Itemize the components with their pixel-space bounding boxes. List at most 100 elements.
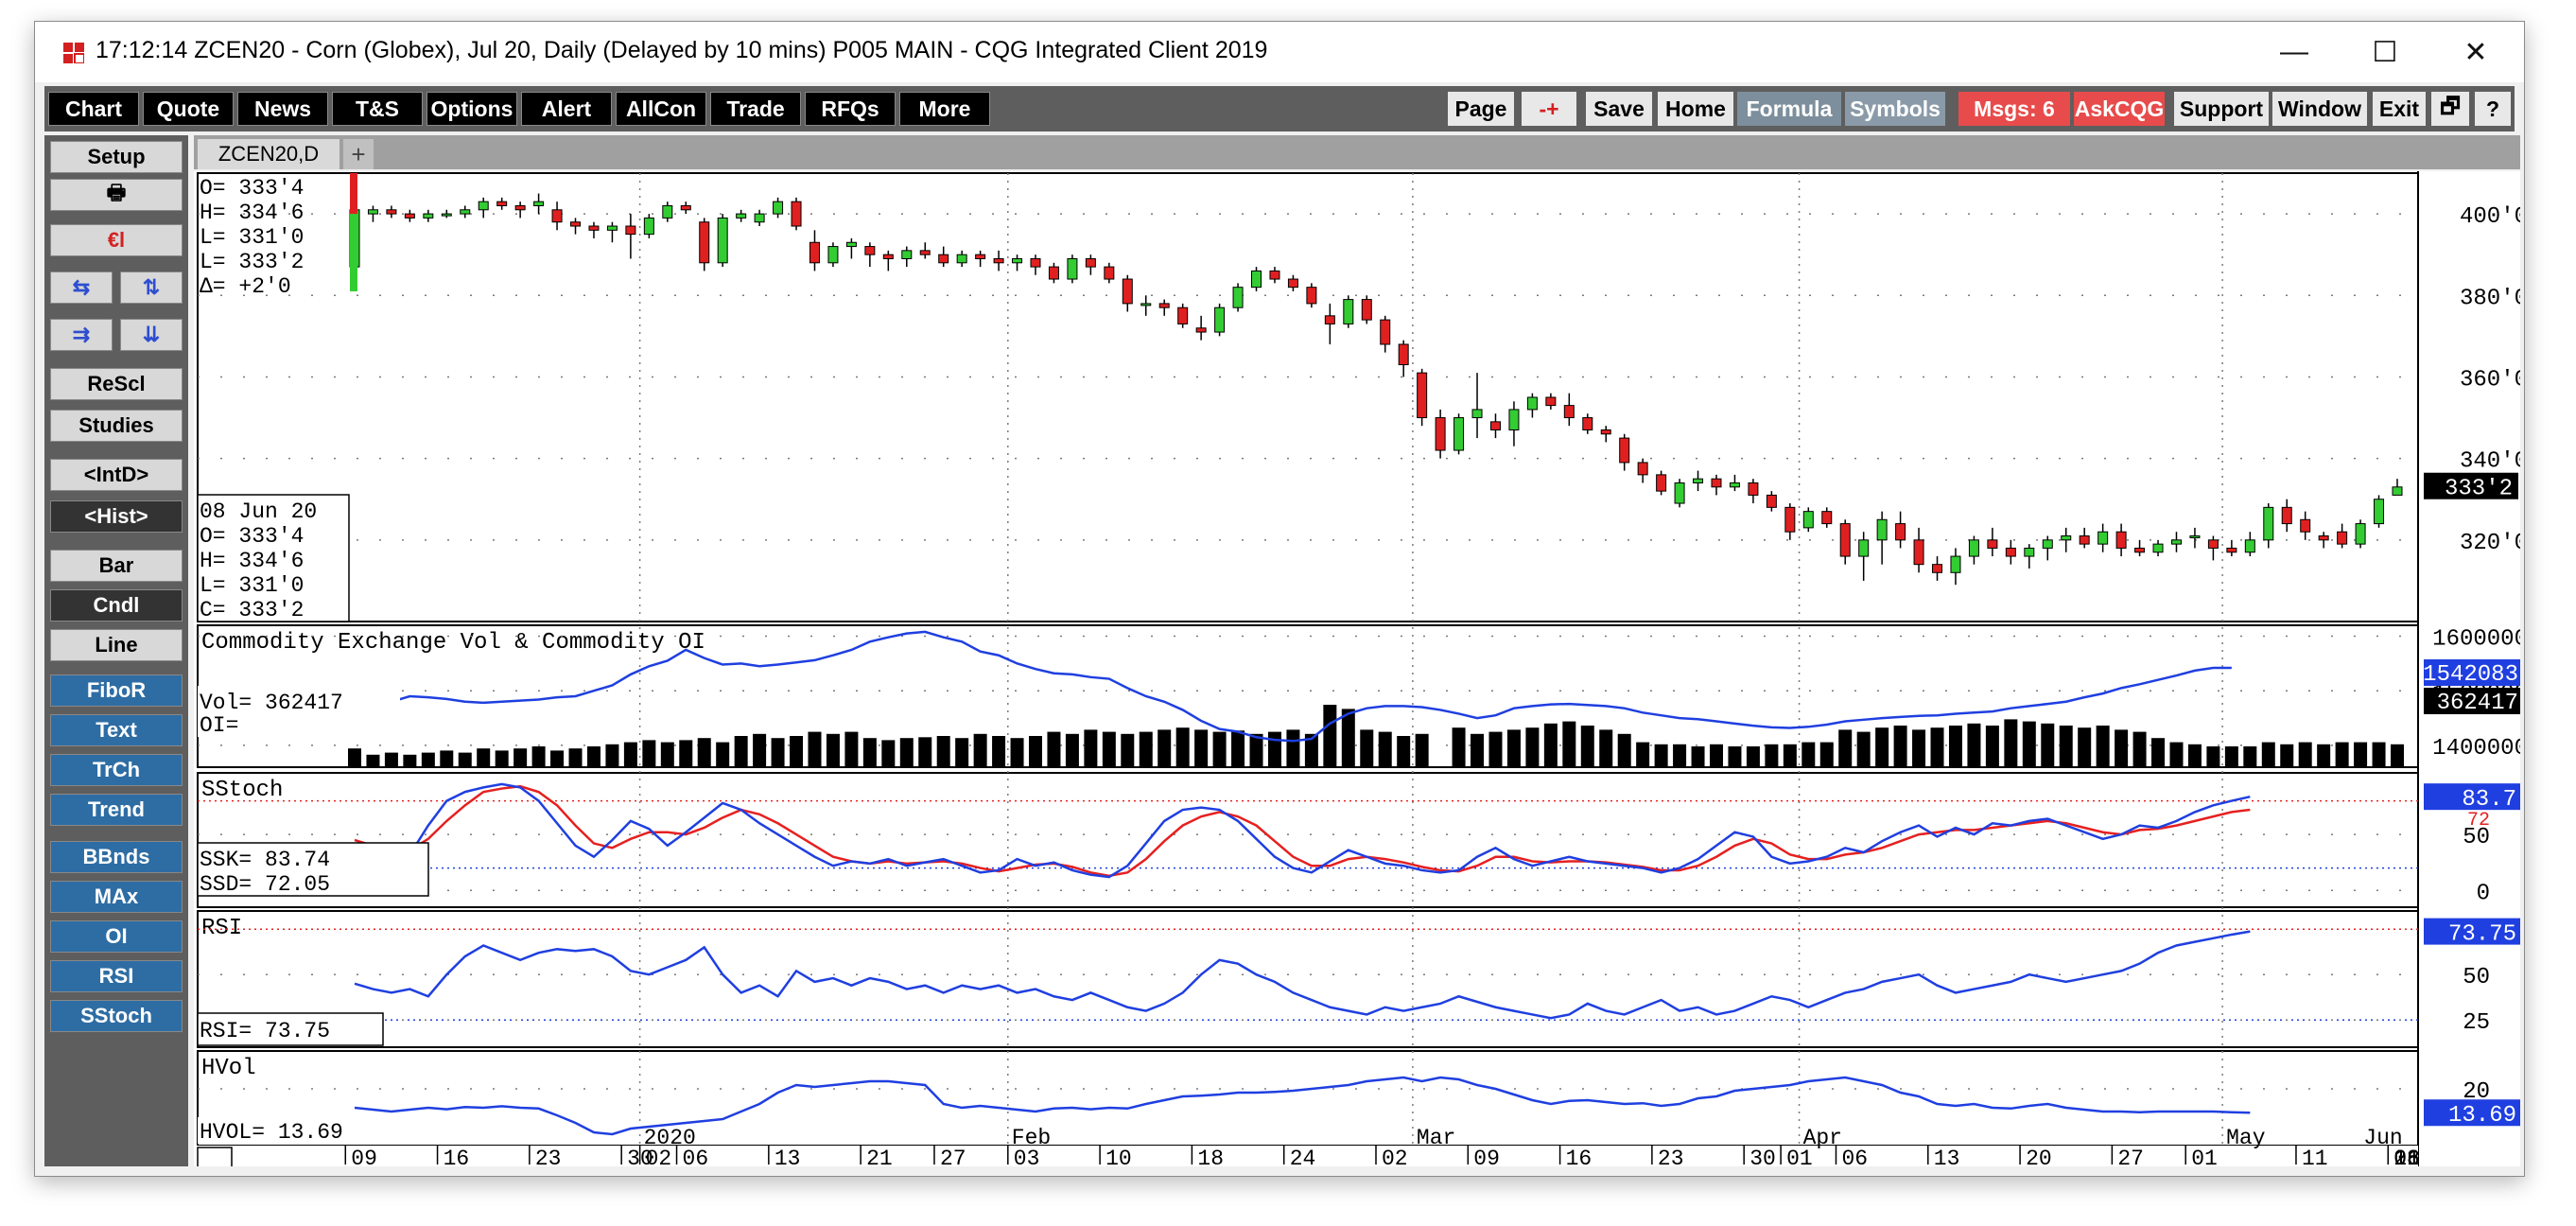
sidebar-rsi[interactable]: RSI xyxy=(50,960,183,992)
volume-bar xyxy=(899,738,914,767)
date-box-line: C= 333'2 xyxy=(200,598,304,622)
chart-area[interactable]: 400'0380'0360'0340'0320'0333'2O= 333'4H=… xyxy=(194,171,2520,1166)
restore-icon[interactable]: 🗗 xyxy=(2431,92,2469,126)
volume-bar xyxy=(2206,746,2220,767)
sidebar-cndl[interactable]: Cndl xyxy=(50,589,183,622)
x-axis-label: 18 xyxy=(2393,1147,2420,1166)
volume-bar xyxy=(2041,723,2055,767)
sidebar-hist[interactable]: <Hist> xyxy=(50,500,183,533)
window-title: 17:12:14 ZCEN20 - Corn (Globex), Jul 20,… xyxy=(96,37,1268,63)
toolbar-news[interactable]: News xyxy=(237,92,328,126)
sidebar-trend[interactable]: Trend xyxy=(50,794,183,826)
print-icon[interactable]: 🖶 xyxy=(50,179,183,211)
tab-zcen20[interactable]: ZCEN20,D xyxy=(198,139,339,169)
x-axis-corner-box xyxy=(197,1147,233,1166)
candle xyxy=(1968,539,1979,557)
toolbar-exit[interactable]: Exit xyxy=(2373,92,2426,126)
candle xyxy=(1674,482,1685,504)
candle xyxy=(2042,539,2053,549)
sidebar-text[interactable]: Text xyxy=(50,714,183,746)
toolbar-rfqs[interactable]: RFQs xyxy=(805,92,896,126)
volume-bar xyxy=(1157,729,1172,767)
volume-bar xyxy=(586,746,600,767)
toolbar-save[interactable]: Save xyxy=(1586,92,1652,126)
add-tab-button[interactable]: + xyxy=(343,139,374,169)
x-axis-label: 02 xyxy=(646,1147,672,1166)
x-axis-label: 03 xyxy=(1014,1147,1040,1166)
minimize-button[interactable]: — xyxy=(2280,36,2308,67)
volume-bar xyxy=(1378,731,1392,767)
sidebar-rescl[interactable]: ReScl xyxy=(50,368,183,400)
expand-horizontal-icon[interactable]: ⇉ xyxy=(50,319,113,351)
toolbar-support[interactable]: Support xyxy=(2174,92,2269,126)
candle xyxy=(2152,543,2164,553)
date-box-line: L= 331'0 xyxy=(200,573,304,598)
volume-bar xyxy=(1341,709,1355,767)
candle xyxy=(1140,303,1152,306)
vol-tick-label: 1400000 xyxy=(2432,736,2520,762)
toolbar-quote[interactable]: Quote xyxy=(143,92,234,126)
volume-bar xyxy=(844,731,859,767)
candle xyxy=(1177,306,1189,324)
toolbar-trade[interactable]: Trade xyxy=(710,92,801,126)
swap-vertical-icon[interactable]: ⇅ xyxy=(120,271,183,304)
candle xyxy=(1895,523,1906,541)
swap-horizontal-icon[interactable]: ⇆ xyxy=(50,271,113,304)
sidebar-trch[interactable]: TrCh xyxy=(50,754,183,786)
toolbar-msgs[interactable]: Msgs: 6 xyxy=(1958,92,2070,126)
sidebar-setup[interactable]: Setup xyxy=(50,141,183,173)
volume-bar xyxy=(1065,733,1079,767)
sidebar-bar[interactable]: Bar xyxy=(50,550,183,582)
volume-bar xyxy=(936,736,950,767)
euro-icon[interactable]: €l xyxy=(50,224,183,256)
toolbar-symbols[interactable]: Symbols xyxy=(1845,92,1945,126)
volume-bar xyxy=(1838,729,1853,767)
ssk-line xyxy=(354,782,2251,879)
toolbar-ts[interactable]: T&S xyxy=(332,92,423,126)
rsi-label: RSI= 73.75 xyxy=(200,1019,330,1043)
volume-bar xyxy=(1543,723,1558,767)
toolbar-chart[interactable]: Chart xyxy=(48,92,139,126)
volume-bar xyxy=(1930,727,1944,767)
candle xyxy=(1287,278,1298,289)
close-button[interactable]: ✕ xyxy=(2463,36,2488,68)
toolbar-window[interactable]: Window xyxy=(2272,92,2367,126)
candle xyxy=(1582,417,1593,430)
toolbar-more[interactable]: More xyxy=(899,92,990,126)
volume-bar xyxy=(2280,744,2294,767)
toolbar-options[interactable]: Options xyxy=(426,92,517,126)
volume-bar xyxy=(1488,731,1503,767)
candle xyxy=(901,250,913,259)
sidebar-max[interactable]: MAx xyxy=(50,881,183,913)
sidebar-studies[interactable]: Studies xyxy=(50,410,183,442)
toolbar-home[interactable]: Home xyxy=(1658,92,1733,126)
toolbar-askcqg[interactable]: AskCQG xyxy=(2074,92,2165,126)
toolbar-plusminus[interactable]: -+ xyxy=(1522,92,1576,126)
expand-vertical-icon[interactable]: ⇊ xyxy=(120,319,183,351)
help-icon[interactable]: ? xyxy=(2475,92,2511,126)
vol-last-label: 362417 xyxy=(2437,691,2518,716)
volume-bar xyxy=(1415,733,1429,767)
sidebar-line[interactable]: Line xyxy=(50,629,183,661)
candle xyxy=(1508,409,1520,430)
sidebar-oi[interactable]: OI xyxy=(50,920,183,953)
volume-bar xyxy=(1580,726,1594,767)
sidebar-intd[interactable]: <IntD> xyxy=(50,459,183,491)
toolbar-allcon[interactable]: AllCon xyxy=(616,92,706,126)
x-axis-label: 09 xyxy=(1473,1147,1500,1166)
volume-bar xyxy=(790,736,804,767)
volume-bar xyxy=(1304,733,1318,767)
candle xyxy=(882,254,894,259)
toolbar-page[interactable]: Page xyxy=(1448,92,1514,126)
sidebar-sstoch[interactable]: SStoch xyxy=(50,1000,183,1032)
volume-bar xyxy=(1231,730,1245,767)
toolbar-alert[interactable]: Alert xyxy=(521,92,612,126)
candle xyxy=(2318,535,2329,541)
toolbar-formula[interactable]: Formula xyxy=(1737,92,1841,126)
volume-bar xyxy=(2169,742,2184,767)
maximize-button[interactable]: ☐ xyxy=(2372,36,2398,68)
price-tick-label: 400'0 xyxy=(2460,204,2520,230)
sidebar-fibor[interactable]: FiboR xyxy=(50,674,183,707)
volume-bar xyxy=(1801,742,1816,767)
sidebar-bbnds[interactable]: BBnds xyxy=(50,841,183,873)
